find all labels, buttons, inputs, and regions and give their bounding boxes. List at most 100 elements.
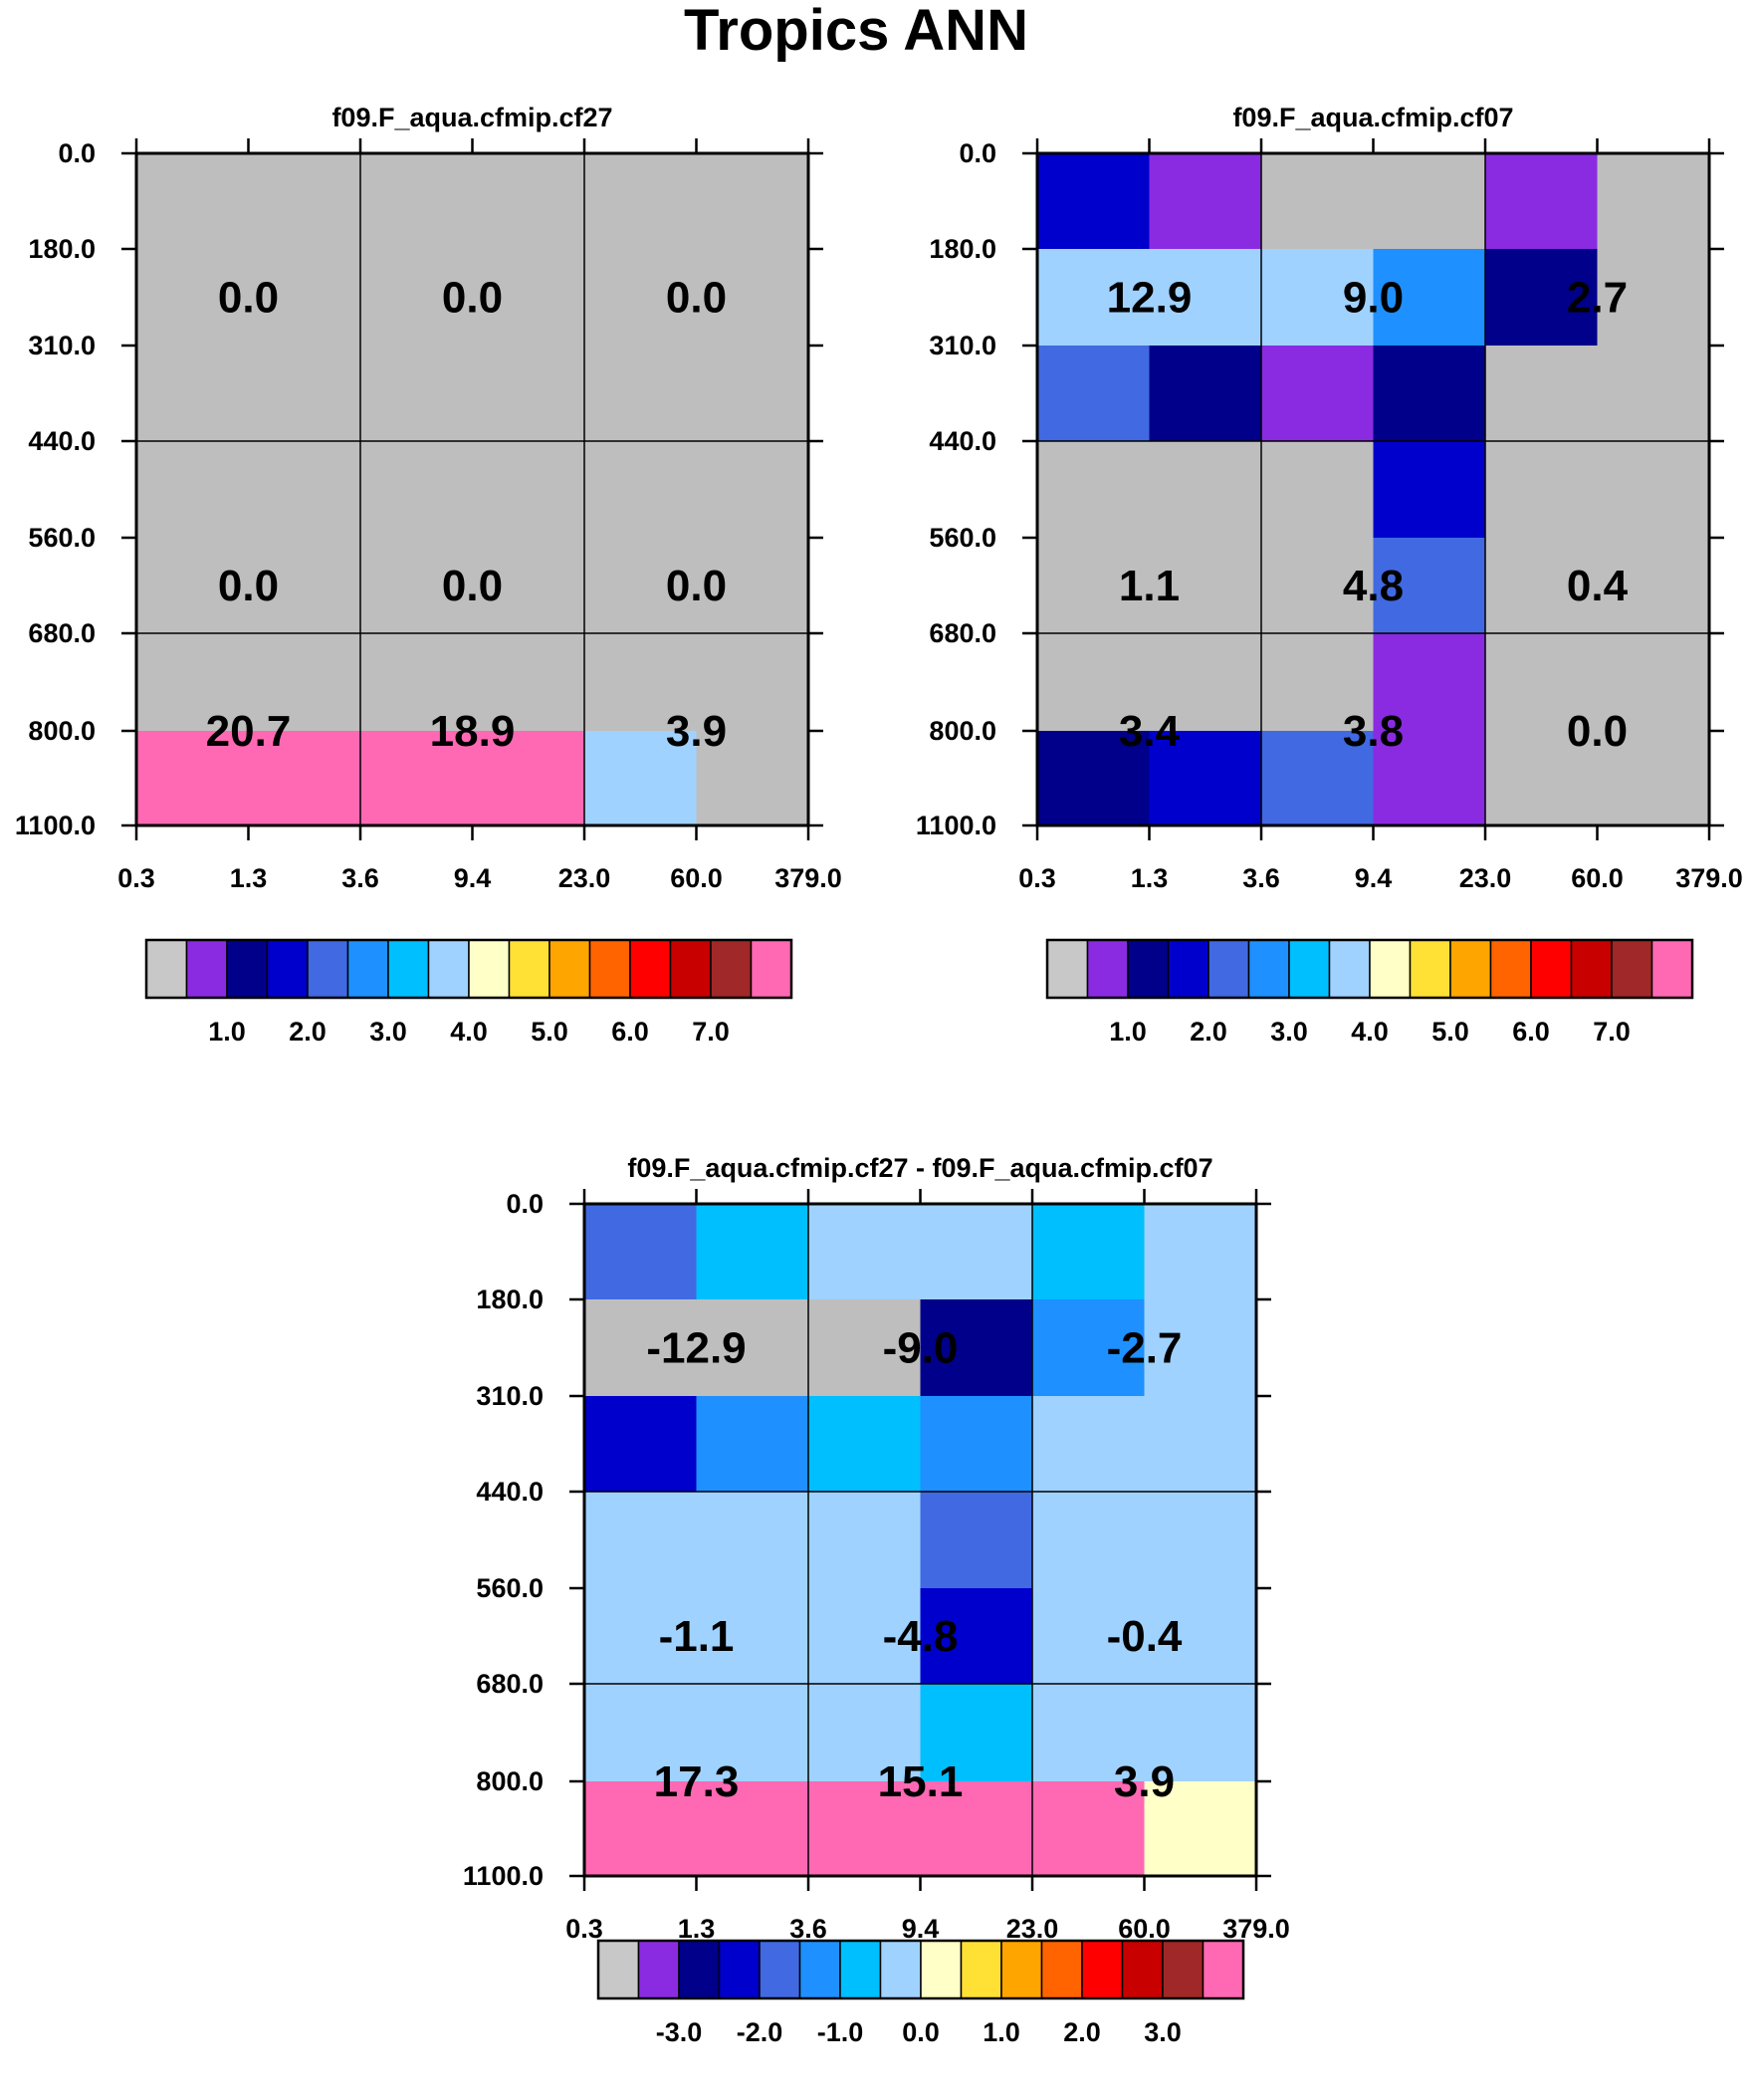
heatmap-cell (920, 1396, 1033, 1493)
block-value-label: 0.0 (442, 562, 503, 610)
block-value-label: 0.4 (1567, 562, 1629, 610)
heatmap-cell (808, 1396, 922, 1493)
y-tick-label: 310.0 (929, 331, 996, 360)
colorbar-swatch (1369, 939, 1412, 999)
heatmap-cell (808, 1588, 922, 1685)
heatmap-cell (248, 731, 361, 826)
heatmap-cell (808, 1492, 922, 1589)
heatmap-cell (1037, 346, 1151, 442)
heatmap-cell (1485, 731, 1599, 826)
colorbar-swatch (798, 1940, 841, 1999)
y-tick-label: 800.0 (929, 716, 996, 746)
heatmap-cell (1032, 1781, 1146, 1877)
y-tick-label: 1100.0 (463, 1861, 544, 1891)
heatmap-cell (584, 249, 698, 347)
block-value-label: -0.4 (1107, 1612, 1183, 1661)
x-tick-label: 379.0 (1675, 863, 1743, 893)
heatmap-cell (696, 249, 809, 347)
colorbar-swatch (468, 939, 511, 999)
colorbar-swatch (185, 939, 228, 999)
heatmap-cell (1485, 441, 1599, 539)
y-tick-label: 800.0 (28, 716, 96, 746)
y-tick-label: 560.0 (476, 1573, 544, 1603)
colorbar-swatch (597, 1940, 640, 1999)
colorbar-swatch (1046, 939, 1089, 999)
y-tick-label: 310.0 (28, 331, 96, 360)
heatmap-cell (472, 538, 585, 634)
heatmap-cell (1261, 249, 1375, 347)
heatmap-cell (920, 1299, 1033, 1397)
colorbar-swatch (1207, 939, 1250, 999)
heatmap-cell (920, 1204, 1033, 1300)
heatmap-cell (248, 441, 361, 539)
block-value-label: 0.0 (442, 274, 503, 323)
colorbar-swatch (1081, 1940, 1124, 1999)
colorbar-swatch (508, 939, 550, 999)
heatmap-cell (1597, 731, 1710, 826)
colorbar-swatch (1530, 939, 1573, 999)
colorbar-swatch (1000, 1940, 1043, 1999)
heatmap-cell (696, 346, 809, 442)
block-value-label: 0.0 (666, 562, 727, 610)
heatmap-cell (136, 538, 250, 634)
heatmap-cell (584, 153, 698, 250)
heatmap-cell (472, 249, 585, 347)
colorbar-swatch (1650, 939, 1693, 999)
heatmap-cell (1037, 153, 1151, 250)
heatmap-cell (1597, 249, 1710, 347)
colorbar-swatch (1489, 939, 1532, 999)
colorbar-label: 2.0 (1063, 2017, 1101, 2047)
colorbar-label: -3.0 (656, 2017, 703, 2047)
colorbar-label: 2.0 (289, 1017, 327, 1047)
heatmap-cell (1144, 1299, 1257, 1397)
colorbar-label: 3.0 (369, 1017, 407, 1047)
x-tick-label: 60.0 (1118, 1914, 1171, 1944)
heatmap-cell (1261, 633, 1375, 732)
heatmap-cell (1373, 633, 1486, 732)
colorbar-swatch (678, 1940, 721, 1999)
heatmap-cell (696, 731, 809, 826)
heatmap-cell (1037, 249, 1151, 347)
colorbar-swatch (387, 939, 430, 999)
heatmap-cell (1037, 538, 1151, 634)
colorbar-swatch (1127, 939, 1170, 999)
heatmap-cell (1597, 153, 1710, 250)
colorbar-swatch (548, 939, 591, 999)
y-tick-label: 680.0 (476, 1669, 544, 1699)
heatmap-cell (1597, 346, 1710, 442)
x-tick-label: 1.3 (1131, 863, 1169, 893)
colorbar-frame (144, 938, 793, 1000)
heatmap-cell (1149, 441, 1262, 539)
y-tick-label: 310.0 (476, 1381, 544, 1411)
colorbar-label: 2.0 (1190, 1017, 1227, 1047)
heatmap-cell (1373, 346, 1486, 442)
y-tick-label: 180.0 (476, 1284, 544, 1314)
colorbar-swatch (588, 939, 631, 999)
heatmap-cell (696, 1492, 809, 1589)
colorbar-label: 7.0 (1593, 1017, 1631, 1047)
heatmap-cell (1261, 153, 1375, 250)
heatmap-cell (1485, 153, 1599, 250)
colorbar-swatch (226, 939, 269, 999)
colorbar-label: 5.0 (1431, 1017, 1469, 1047)
x-tick-label: 60.0 (670, 863, 723, 893)
heatmap-cell (248, 249, 361, 347)
colorbar-swatch (1409, 939, 1451, 999)
block-value-label: 4.8 (1343, 562, 1404, 610)
heatmap-cell (248, 538, 361, 634)
heatmap-cell (360, 633, 474, 732)
heatmap-cell (808, 1204, 922, 1300)
y-tick-label: 1100.0 (916, 811, 996, 840)
block-value-label: -4.8 (883, 1612, 959, 1661)
heatmap-cell (584, 1684, 698, 1782)
heatmap-cell (584, 441, 698, 539)
colorbar-label: 0.0 (902, 2017, 940, 2047)
colorbar-swatch (1449, 939, 1492, 999)
heatmap-cell (1149, 633, 1262, 732)
heatmap-cell (1149, 731, 1262, 826)
x-tick-label: 9.4 (902, 1914, 940, 1944)
x-tick-label: 0.3 (117, 863, 155, 893)
heatmap-cell (808, 1299, 922, 1397)
y-tick-label: 680.0 (929, 618, 996, 648)
block-value-label: -1.1 (659, 1612, 735, 1661)
